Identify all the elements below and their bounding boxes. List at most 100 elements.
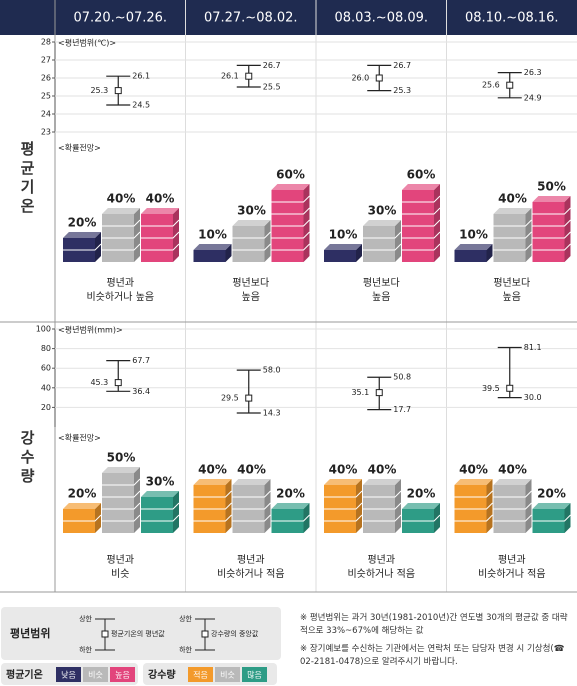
upper-label: 26.7 xyxy=(393,61,411,70)
caption: 비슷하거나 적음 xyxy=(217,567,285,580)
upper-label: 81.1 xyxy=(524,343,542,352)
y-tick-label: 28 xyxy=(41,38,51,47)
upper-label: 26.1 xyxy=(132,72,150,81)
stack-top-light xyxy=(141,491,179,497)
stack-top-light xyxy=(63,232,101,238)
brick-line xyxy=(402,514,441,522)
value-label: 60% xyxy=(276,168,305,182)
brick-line xyxy=(402,243,441,251)
value-label: 10% xyxy=(459,228,488,242)
stack xyxy=(141,491,180,533)
brick-line xyxy=(232,514,271,522)
legend-item: 낮음 xyxy=(61,670,76,680)
brick-line xyxy=(324,514,363,522)
brick-line xyxy=(193,490,232,498)
brick-line xyxy=(102,514,141,522)
stack-side-shade xyxy=(173,491,179,533)
legend-title: 강수량 xyxy=(148,668,176,681)
stack-front xyxy=(141,497,173,533)
stack-top xyxy=(324,479,362,485)
brick-line xyxy=(493,502,532,510)
legend-lower: 하한 xyxy=(179,645,192,654)
center-label: 45.3 xyxy=(90,378,108,387)
stack-side-shade xyxy=(134,467,140,533)
brick-line xyxy=(532,243,571,251)
brick-line xyxy=(402,207,441,215)
brick-line xyxy=(493,514,532,522)
stack-top xyxy=(193,244,232,250)
stack-top-light xyxy=(193,244,232,250)
stack-top-light xyxy=(271,184,310,190)
legend-center xyxy=(201,630,209,638)
legend-title: 평년범위 xyxy=(10,626,50,640)
caption: 평년과 xyxy=(498,554,526,566)
center-label: 29.5 xyxy=(221,394,239,403)
brick-line xyxy=(493,231,532,239)
stack-top xyxy=(63,503,101,509)
lower-label: 25.3 xyxy=(393,86,411,95)
upper-label: 26.7 xyxy=(263,61,281,70)
stack-side xyxy=(173,491,179,533)
center-mark xyxy=(245,72,253,80)
value-label: 40% xyxy=(198,463,227,477)
y-tick-label: 27 xyxy=(41,56,51,65)
week-label: 07.20.~07.26. xyxy=(73,11,167,26)
stack xyxy=(193,244,232,262)
stack-top-light xyxy=(102,208,140,214)
stack xyxy=(102,208,141,262)
legend-title: 평균기온 xyxy=(6,668,43,681)
stack xyxy=(193,479,232,533)
stack-top xyxy=(454,479,493,485)
brick-line xyxy=(193,514,232,522)
stack xyxy=(141,208,180,262)
center-label: 39.5 xyxy=(482,384,500,393)
stack-top-light xyxy=(454,244,493,250)
range-label: <평년범위(mm)> xyxy=(58,325,123,335)
brick-line xyxy=(454,514,493,522)
brick-line xyxy=(402,219,441,227)
stack-side-shade xyxy=(264,220,271,262)
stack-top xyxy=(363,220,401,226)
upper-label: 67.7 xyxy=(132,356,150,365)
value-label: 30% xyxy=(368,204,397,218)
brick-line xyxy=(363,502,402,510)
stack xyxy=(63,232,102,262)
lower-label: 17.7 xyxy=(393,405,411,414)
stack xyxy=(532,503,571,533)
value-label: 40% xyxy=(498,463,527,477)
stack-top xyxy=(232,479,271,485)
legend-center xyxy=(101,630,109,638)
value-label: 40% xyxy=(329,463,358,477)
brick-line xyxy=(232,502,271,510)
stack xyxy=(363,220,402,262)
brick-line xyxy=(324,490,363,498)
stack xyxy=(63,503,102,533)
brick-line xyxy=(141,231,180,239)
brick-line xyxy=(493,243,532,251)
brick-line xyxy=(232,231,271,239)
brick-line xyxy=(402,231,441,239)
center-mark xyxy=(375,389,383,397)
stack-top-light xyxy=(102,467,140,473)
stack-top-light xyxy=(493,208,532,214)
stack-top-light xyxy=(141,208,179,214)
caption: 비슷하거나 높음 xyxy=(86,290,154,303)
value-label: 20% xyxy=(68,216,97,230)
center-label: 25.3 xyxy=(90,86,108,95)
brick-line xyxy=(271,231,310,239)
stack-top xyxy=(141,208,179,214)
legend-item: 비슷 xyxy=(220,671,235,680)
value-label: 20% xyxy=(276,487,305,501)
legend-item: 많음 xyxy=(247,671,262,680)
y-tick-label: 24 xyxy=(41,110,51,119)
brick-line xyxy=(141,219,180,227)
value-label: 40% xyxy=(107,192,136,206)
range-label: <평년범위(℃)> xyxy=(58,38,116,48)
brick-line xyxy=(102,478,141,486)
brick-line xyxy=(193,502,232,510)
value-label: 40% xyxy=(237,463,266,477)
stack xyxy=(493,208,532,262)
stack-top xyxy=(493,479,532,485)
brick-line xyxy=(63,243,102,251)
